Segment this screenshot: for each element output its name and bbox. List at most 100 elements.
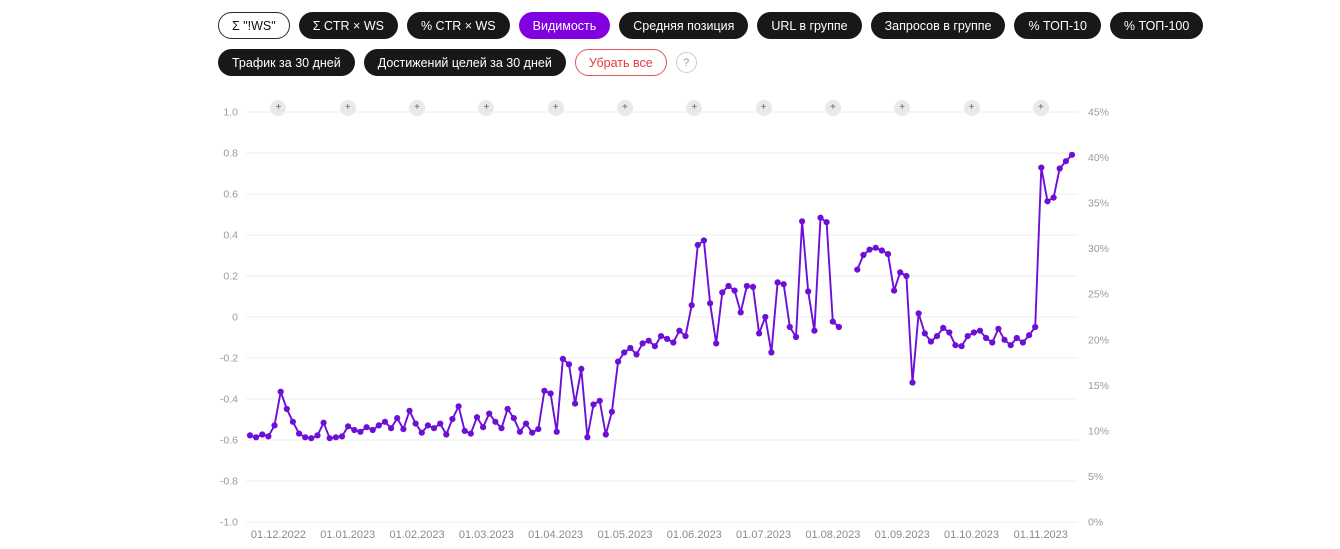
data-point[interactable]	[320, 419, 327, 426]
data-point[interactable]	[651, 343, 658, 350]
data-point[interactable]	[516, 428, 523, 435]
data-point[interactable]	[253, 434, 260, 441]
data-point[interactable]	[995, 325, 1002, 332]
data-point[interactable]	[1019, 339, 1026, 346]
expand-point-button[interactable]: +	[894, 100, 911, 116]
data-point[interactable]	[835, 323, 843, 331]
data-point[interactable]	[946, 329, 953, 336]
data-point[interactable]	[645, 337, 652, 344]
data-point[interactable]	[271, 422, 278, 429]
data-point[interactable]	[664, 335, 671, 342]
data-point[interactable]	[338, 433, 346, 440]
data-point[interactable]	[719, 289, 726, 296]
expand-point-button[interactable]: +	[339, 100, 356, 116]
data-point[interactable]	[615, 358, 622, 365]
expand-point-button[interactable]: +	[1032, 100, 1049, 116]
data-point[interactable]	[725, 282, 732, 290]
data-point[interactable]	[547, 390, 554, 397]
data-point[interactable]	[1007, 342, 1014, 349]
data-point[interactable]	[786, 323, 793, 331]
data-point[interactable]	[572, 400, 579, 407]
data-point[interactable]	[498, 425, 505, 432]
data-point[interactable]	[940, 324, 947, 331]
data-point[interactable]	[811, 327, 818, 334]
data-point[interactable]	[326, 435, 333, 442]
data-point[interactable]	[915, 310, 922, 317]
data-point[interactable]	[1050, 194, 1057, 201]
expand-point-button[interactable]: +	[409, 100, 426, 116]
data-point[interactable]	[265, 433, 272, 440]
data-point[interactable]	[799, 218, 806, 225]
data-point[interactable]	[891, 287, 898, 294]
data-point[interactable]	[277, 388, 284, 395]
data-point[interactable]	[633, 351, 640, 358]
data-point[interactable]	[1056, 165, 1063, 172]
help-icon[interactable]: ?	[675, 52, 697, 73]
data-point[interactable]	[492, 418, 499, 425]
data-point[interactable]	[1068, 151, 1076, 158]
data-point[interactable]	[259, 431, 266, 438]
data-point[interactable]	[933, 333, 941, 340]
data-point[interactable]	[897, 269, 904, 276]
data-point[interactable]	[437, 420, 444, 427]
data-point[interactable]	[909, 379, 916, 386]
data-point[interactable]	[332, 434, 339, 441]
filter-url-in-group-button[interactable]: URL в группе	[757, 12, 862, 39]
data-point[interactable]	[823, 219, 830, 226]
data-point[interactable]	[921, 330, 928, 337]
data-point[interactable]	[486, 410, 493, 417]
data-point[interactable]	[1044, 198, 1051, 205]
data-point[interactable]	[283, 405, 290, 413]
data-point[interactable]	[430, 425, 438, 432]
data-point[interactable]	[369, 426, 376, 434]
data-point[interactable]	[854, 266, 861, 273]
data-point[interactable]	[418, 429, 425, 436]
data-point[interactable]	[602, 431, 609, 438]
data-point[interactable]	[707, 300, 714, 307]
data-point[interactable]	[829, 318, 836, 325]
data-point[interactable]	[308, 435, 315, 442]
data-point[interactable]	[394, 415, 401, 422]
data-point[interactable]	[657, 333, 665, 340]
data-point[interactable]	[480, 424, 487, 431]
data-point[interactable]	[1001, 336, 1008, 343]
data-point[interactable]	[1026, 332, 1033, 339]
expand-point-button[interactable]: +	[824, 100, 841, 116]
data-point[interactable]	[553, 428, 560, 435]
data-point[interactable]	[700, 237, 707, 244]
data-point[interactable]	[627, 344, 634, 352]
data-point[interactable]	[817, 214, 824, 221]
filter-goals-30d-button[interactable]: Достижений целей за 30 дней	[363, 49, 566, 76]
data-point[interactable]	[529, 429, 536, 436]
filter-sum-ctr-ws-button[interactable]: Σ CTR × WS	[298, 12, 398, 39]
data-point[interactable]	[406, 407, 413, 414]
data-point[interactable]	[958, 343, 965, 350]
data-point[interactable]	[737, 309, 744, 316]
data-point[interactable]	[565, 361, 573, 368]
data-point[interactable]	[345, 423, 352, 430]
data-point[interactable]	[522, 420, 530, 427]
expand-point-button[interactable]: +	[963, 100, 980, 116]
data-point[interactable]	[388, 425, 395, 432]
data-point[interactable]	[608, 408, 615, 415]
data-point[interactable]	[455, 403, 462, 410]
data-point[interactable]	[1062, 158, 1069, 165]
data-point[interactable]	[762, 313, 769, 321]
data-point[interactable]	[1032, 323, 1039, 331]
data-point[interactable]	[927, 338, 935, 345]
expand-point-button[interactable]: +	[270, 100, 287, 116]
data-point[interactable]	[805, 288, 812, 295]
data-point[interactable]	[314, 432, 321, 439]
filter-visibility-button[interactable]: Видимость	[518, 12, 611, 39]
data-point[interactable]	[578, 365, 585, 372]
data-point[interactable]	[713, 340, 720, 347]
data-point[interactable]	[780, 281, 787, 288]
data-point[interactable]	[357, 428, 364, 435]
data-point[interactable]	[878, 247, 885, 254]
data-point[interactable]	[559, 355, 566, 362]
data-point[interactable]	[467, 430, 474, 437]
data-point[interactable]	[670, 339, 677, 346]
expand-point-button[interactable]: +	[547, 100, 564, 116]
filter-top100-button[interactable]: % ТОП-100	[1109, 12, 1204, 39]
expand-point-button[interactable]: +	[478, 100, 495, 116]
